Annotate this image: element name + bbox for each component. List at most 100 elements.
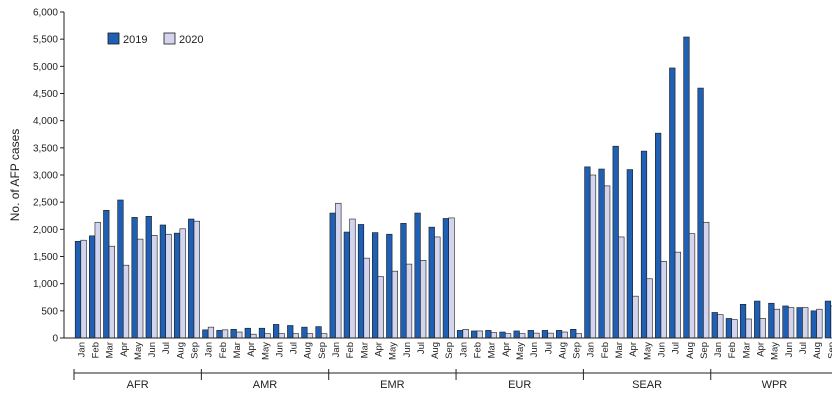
- bar-2019-emr-may: [386, 233, 393, 339]
- bar-2020-sear-feb: [604, 185, 611, 339]
- bar-2020-sear-aug: [688, 233, 696, 339]
- x-month-label: Jan: [76, 342, 87, 357]
- y-tick-label: 1,000: [33, 279, 58, 290]
- bar-2019-amr-may: [258, 327, 266, 339]
- x-month-label: Mar: [232, 342, 243, 358]
- bar-2020-wpr-may: [773, 308, 781, 339]
- x-month-label: Jun: [402, 342, 413, 357]
- bar-2020-sear-jul: [674, 251, 681, 339]
- bar-2019-afr-apr: [117, 199, 124, 339]
- bar-2020-emr-jul: [420, 260, 427, 339]
- bar-2019-emr-jun: [400, 223, 407, 339]
- bar-2020-eur-feb: [476, 330, 483, 339]
- bar-2019-emr-feb: [343, 231, 350, 339]
- bar-2020-eur-jan: [462, 329, 469, 339]
- bar-2019-emr-jan: [329, 212, 336, 339]
- x-month-label: Feb: [473, 342, 484, 358]
- bar-2019-afr-mar: [103, 210, 110, 339]
- x-month-label: Jul: [161, 342, 172, 354]
- region-label-eur: EUR: [508, 379, 531, 391]
- bar-2020-wpr-jul: [802, 307, 809, 339]
- bar-2020-afr-jul: [165, 233, 172, 339]
- bar-2020-eur-may: [519, 333, 526, 339]
- x-month-label: Jun: [784, 342, 795, 357]
- bar-2020-afr-jan: [80, 239, 87, 339]
- bar-2020-eur-aug: [561, 331, 568, 339]
- x-month-label: Aug: [812, 342, 823, 359]
- x-month-label: Sep: [699, 342, 710, 359]
- x-month-label: Feb: [600, 342, 611, 358]
- bar-2019-eur-sep: [570, 329, 577, 339]
- y-tick-label: 2,000: [33, 225, 58, 236]
- bar-2020-amr-apr: [250, 333, 257, 339]
- x-month-label: Jan: [458, 342, 469, 357]
- bar-2019-sear-feb: [598, 168, 605, 339]
- bar-2019-wpr-may: [768, 302, 775, 339]
- bar-2019-afr-feb: [89, 235, 96, 339]
- bar-2020-sear-jan: [589, 174, 597, 339]
- bar-2020-sear-jun: [660, 261, 667, 339]
- bar-2020-wpr-jan: [717, 314, 724, 339]
- bar-2019-amr-aug: [301, 326, 308, 339]
- bar-2019-sear-may: [640, 150, 648, 339]
- bar-2019-amr-mar: [230, 329, 237, 339]
- y-tick-label: 4,000: [33, 116, 58, 127]
- legend-swatch-2020: [163, 32, 176, 45]
- bar-2019-eur-feb: [471, 330, 478, 339]
- bar-2020-eur-sep: [575, 333, 582, 339]
- bar-2020-amr-jun: [278, 333, 285, 339]
- bar-2020-emr-feb: [349, 218, 356, 339]
- bar-2019-afr-may: [131, 217, 138, 339]
- x-month-label: Sep: [317, 342, 328, 359]
- bar-2020-eur-mar: [490, 332, 498, 339]
- x-month-label: May: [260, 342, 271, 360]
- x-month-label: Jan: [204, 342, 215, 357]
- bar-2019-emr-jul: [414, 212, 421, 339]
- bar-2019-eur-apr: [499, 331, 506, 339]
- bars: [74, 36, 832, 339]
- x-month-label: Sep: [572, 342, 583, 359]
- x-month-label: Aug: [303, 342, 314, 359]
- x-month-label: Sep: [190, 342, 201, 359]
- y-tick-label: 1,500: [33, 252, 58, 263]
- bar-2019-afr-jun: [145, 215, 152, 339]
- x-month-label: Aug: [685, 342, 696, 359]
- bar-2019-eur-jun: [527, 330, 534, 339]
- x-month-label: Jul: [543, 342, 554, 354]
- x-month-label: May: [642, 342, 653, 360]
- bar-2019-afr-jan: [74, 240, 82, 339]
- bar-2020-amr-jul: [292, 333, 299, 339]
- bar-2020-emr-mar: [363, 257, 370, 339]
- bar-2020-sear-sep: [703, 221, 710, 339]
- bar-2020-eur-jun: [533, 332, 540, 339]
- bar-2019-emr-sep: [442, 218, 450, 339]
- x-month-label: Aug: [175, 342, 186, 359]
- bar-2020-afr-mar: [108, 245, 115, 339]
- x-month-label: Feb: [727, 342, 738, 358]
- y-axis-title: No. of AFP cases: [8, 129, 22, 222]
- x-month-label: May: [133, 342, 144, 360]
- bar-2019-eur-mar: [485, 330, 492, 339]
- x-month-label: Aug: [557, 342, 568, 359]
- bar-2020-afr-sep: [193, 220, 200, 339]
- bar-2020-amr-sep: [321, 333, 328, 339]
- x-month-label: Mar: [105, 342, 116, 358]
- bar-2019-wpr-jan: [711, 312, 718, 339]
- bar-2019-wpr-jul: [796, 307, 803, 339]
- region-label-afr: AFR: [127, 379, 149, 391]
- x-month-label: Apr: [373, 342, 384, 357]
- bar-2020-sear-mar: [618, 236, 625, 339]
- x-month-label: May: [770, 342, 781, 360]
- x-month-label: Mar: [741, 342, 752, 358]
- bar-2020-sear-may: [646, 278, 653, 339]
- x-month-label: Feb: [218, 342, 229, 358]
- x-month-label: Jun: [147, 342, 158, 357]
- bar-2019-emr-apr: [372, 232, 379, 339]
- bar-2019-wpr-jun: [782, 305, 789, 339]
- x-month-label: Sep: [826, 342, 832, 359]
- bar-2020-eur-apr: [504, 333, 512, 339]
- legend: 2019 2020: [107, 32, 203, 46]
- x-month-label: Apr: [501, 342, 512, 357]
- x-month-label: Jan: [586, 342, 597, 357]
- legend-swatch-2019: [107, 32, 120, 45]
